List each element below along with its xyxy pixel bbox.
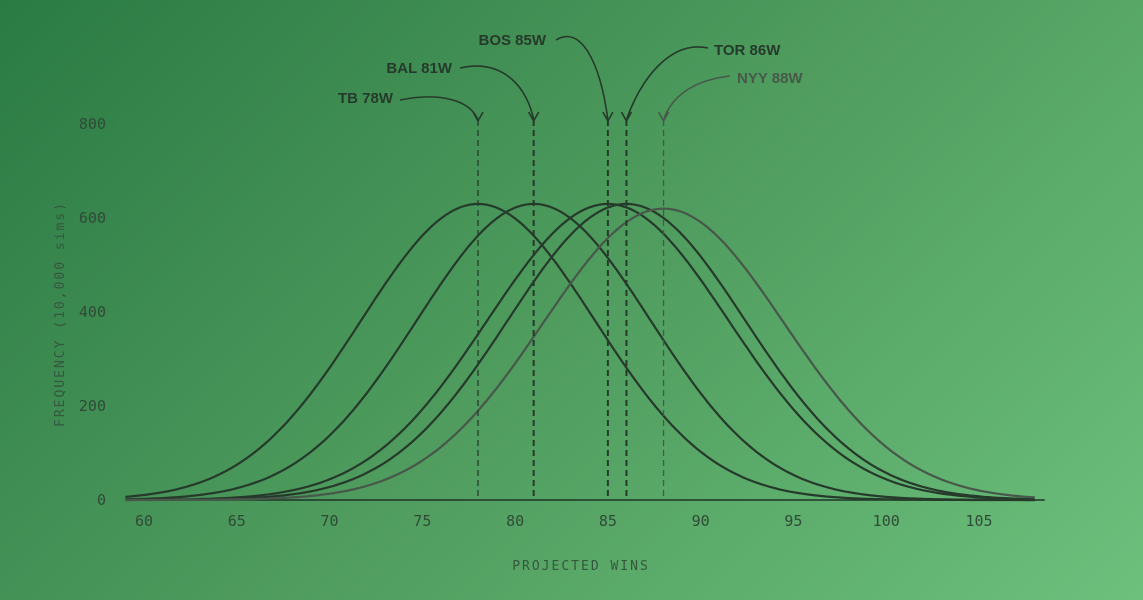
- team-label-nyy: NYY 88W: [737, 70, 803, 87]
- y-axis-title: FREQUENCY (10,000 sims): [53, 201, 68, 427]
- x-tick-label: 100: [873, 512, 900, 530]
- curve-bos: [125, 202, 1035, 501]
- x-tick-label: 80: [506, 512, 524, 530]
- x-tick-label: 95: [784, 512, 802, 530]
- axes: 60 65 70 75 80 85 90 95 100 105 0 200 400 600 800: [79, 115, 1045, 530]
- y-tick-label: 800: [79, 115, 106, 133]
- x-axis-title: PROJECTED WINS: [512, 559, 650, 574]
- arrow-tb: [399, 96, 479, 121]
- x-tick-label: 70: [321, 512, 339, 530]
- curves: [125, 202, 1035, 502]
- arrowhead-bos: [602, 111, 614, 123]
- curve-nyy: [125, 207, 1035, 502]
- team-labels: TB 78W BAL 81W BOS 85W TOR 86W NYY 88W: [338, 32, 803, 123]
- y-tick-label: 200: [79, 397, 106, 415]
- arrow-nyy: [662, 75, 731, 121]
- arrow-tor: [625, 46, 709, 121]
- arrowhead-nyy: [657, 111, 670, 123]
- curve-tb: [125, 202, 1035, 502]
- team-label-bal: BAL 81W: [386, 60, 452, 77]
- arrow-bal: [459, 65, 535, 121]
- y-tick-label: 400: [79, 303, 106, 321]
- mean-markers: [477, 120, 665, 500]
- x-tick-label: 85: [599, 512, 617, 530]
- x-tick-label: 105: [965, 512, 992, 530]
- team-label-tb: TB 78W: [338, 90, 394, 107]
- arrowhead-tor: [620, 111, 633, 123]
- arrow-bos: [555, 35, 609, 121]
- x-tick-label: 90: [692, 512, 710, 530]
- x-tick-label: 65: [228, 512, 246, 530]
- arrowhead-bal: [527, 111, 540, 123]
- y-tick-label: 600: [79, 209, 106, 227]
- x-tick-label: 60: [135, 512, 153, 530]
- y-tick-label: 0: [97, 491, 106, 509]
- team-label-tor: TOR 86W: [714, 42, 781, 59]
- team-label-bos: BOS 85W: [478, 32, 546, 49]
- curve-tor: [125, 202, 1035, 502]
- x-tick-label: 75: [413, 512, 431, 530]
- arrowhead-tb: [472, 111, 484, 123]
